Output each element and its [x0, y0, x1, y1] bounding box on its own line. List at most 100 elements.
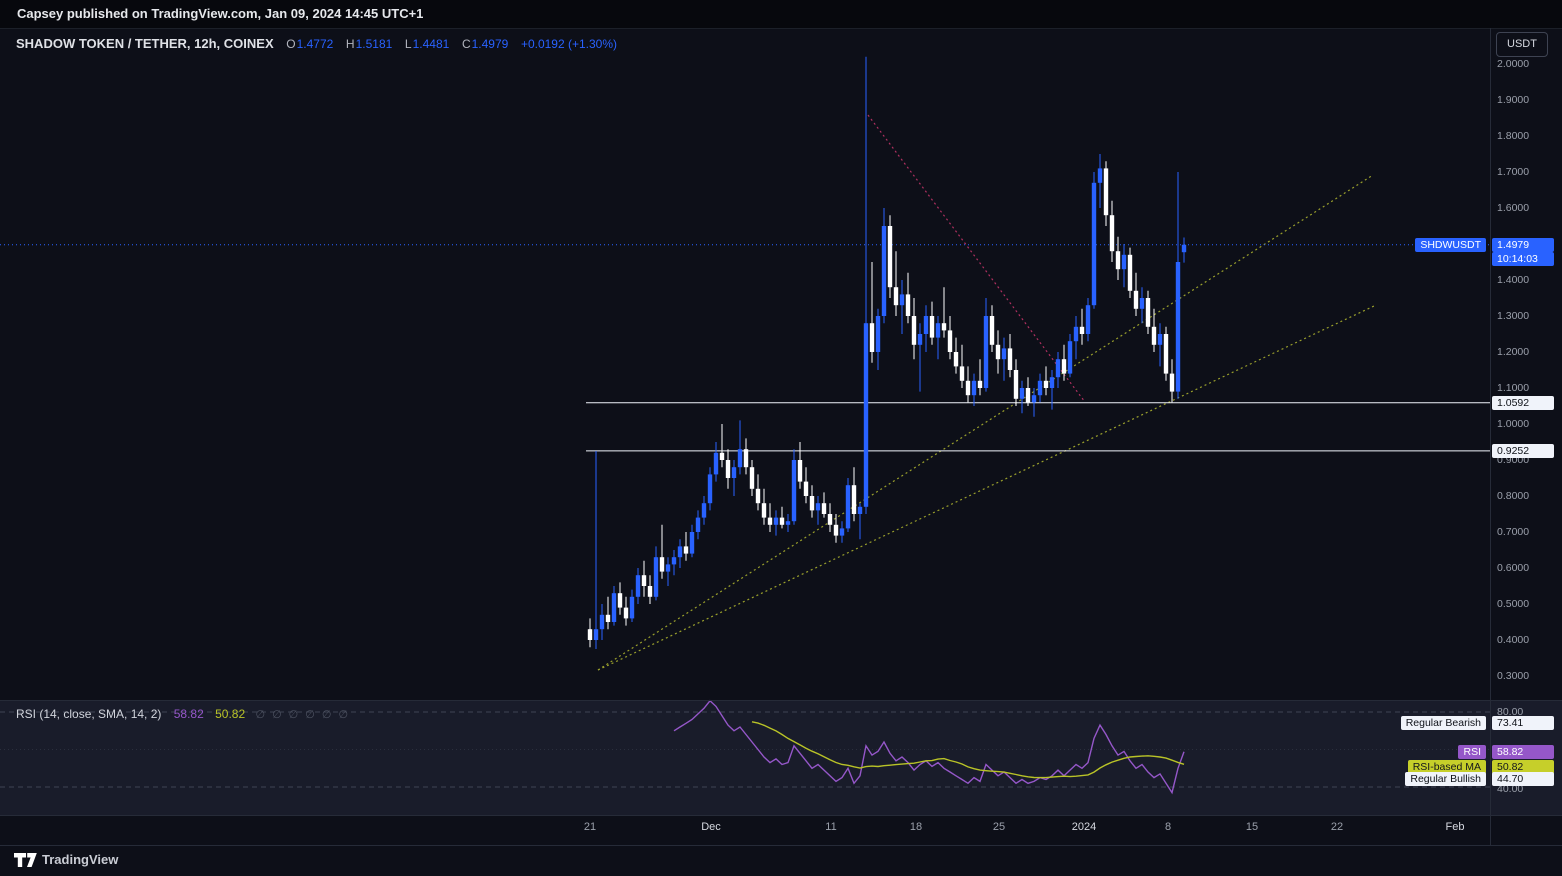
candle-body: [629, 596, 635, 619]
candle-body: [1001, 348, 1007, 360]
price-tick: 0.6000: [1497, 562, 1530, 574]
price-tick: 1.3000: [1497, 310, 1530, 322]
candle-body: [815, 503, 821, 511]
candle-body: [971, 380, 977, 396]
candle-body: [977, 380, 983, 388]
candle-body: [869, 323, 875, 352]
candle-body: [737, 449, 743, 468]
low-value: 1.4481: [412, 37, 450, 51]
time-tick: Feb: [1445, 821, 1465, 833]
candle-body: [785, 521, 791, 525]
candle-body: [1037, 380, 1043, 396]
candle-body: [1067, 341, 1073, 374]
candle-body: [677, 546, 683, 558]
candle-body: [875, 316, 881, 352]
candle-body: [863, 323, 869, 507]
candle-body: [1181, 244, 1187, 253]
time-tick: 22: [1330, 821, 1344, 833]
rsi-legend: RSI (14, close, SMA, 14, 2) 58.82 50.82 …: [16, 707, 348, 721]
rsi-ma-line: [751, 721, 1185, 779]
candle-body: [1157, 334, 1163, 345]
candle-body: [647, 586, 653, 597]
candle-body: [701, 503, 707, 518]
rsi-title: RSI (14, close, SMA, 14, 2): [16, 707, 162, 721]
candle-body: [623, 607, 629, 619]
open-value: 1.4772: [296, 37, 334, 51]
candle-body: [743, 449, 749, 468]
candle-body: [1115, 251, 1121, 270]
candle-body: [995, 344, 1001, 360]
candle-body: [617, 593, 623, 608]
descending-trendline[interactable]: [867, 114, 1086, 403]
candle-body: [1139, 298, 1145, 309]
price-tick: 0.3000: [1497, 670, 1530, 682]
hidden-plot-icon[interactable]: ∅: [288, 709, 299, 721]
price-tick: 0.7000: [1497, 526, 1530, 538]
candle-body: [1175, 262, 1181, 392]
time-tick: 2024: [1071, 821, 1097, 833]
candle-body: [905, 294, 911, 316]
rsi-current-value: 58.82: [173, 707, 204, 721]
candle-body: [851, 485, 857, 514]
candle-body: [797, 460, 803, 482]
pane-divider[interactable]: [0, 700, 1562, 701]
rsi-based-ma-label: RSI-based MA: [1407, 760, 1486, 774]
regular-bearish-label: Regular Bearish: [1400, 716, 1486, 730]
candle-body: [659, 557, 665, 572]
publish-bar: Capsey published on TradingView.com, Jan…: [0, 0, 1562, 28]
candle-body: [1061, 359, 1067, 374]
hidden-plot-icon[interactable]: ∅: [255, 709, 266, 721]
hidden-plot-icon[interactable]: ∅: [338, 709, 349, 721]
candle-body: [725, 460, 731, 478]
currency-toggle-button[interactable]: USDT: [1496, 32, 1548, 57]
ascending-trendline-steep[interactable]: [597, 174, 1374, 671]
candle-body: [821, 503, 827, 514]
candle-body: [1121, 254, 1127, 270]
candle-body: [695, 517, 701, 532]
rsi-ma-value-tag: 50.82: [1492, 760, 1554, 774]
candle-body: [929, 316, 935, 338]
candle-body: [803, 481, 809, 496]
high-label: H: [345, 37, 355, 51]
close-value: 1.4979: [471, 37, 509, 51]
candle-body: [635, 575, 641, 597]
rsi-axis-80: 80.00: [1497, 706, 1524, 718]
price-tick: 1.7000: [1497, 166, 1530, 178]
bar-countdown-tag: 10:14:03: [1492, 252, 1554, 266]
tradingview-brand-text[interactable]: TradingView: [42, 852, 119, 867]
hidden-plot-icon[interactable]: ∅: [321, 709, 332, 721]
candle-body: [839, 528, 845, 536]
candle-body: [857, 506, 863, 514]
candle-body: [1013, 370, 1019, 399]
candle-body: [1019, 388, 1025, 399]
price-tick: 2.0000: [1497, 58, 1530, 70]
candle-body: [689, 532, 695, 554]
candle-body: [731, 467, 737, 478]
level-price-tag[interactable]: 0.9252: [1492, 444, 1554, 458]
publish-text: Capsey published on TradingView.com, Jan…: [17, 6, 424, 21]
rsi-ma-current-value: 50.82: [215, 707, 246, 721]
hidden-plot-icon[interactable]: ∅: [272, 709, 282, 721]
price-axis[interactable]: USDT 2.0000 1.9000 1.8000 1.7000 1.6000 1.400…: [1490, 0, 1562, 845]
regular-bearish-value-tag: 73.41: [1492, 716, 1554, 730]
candle-body: [1043, 380, 1049, 388]
time-tick: 8: [1164, 821, 1172, 833]
candle-body: [755, 488, 761, 504]
rsi-axis-40: 40.00: [1497, 783, 1524, 795]
candle-body: [713, 452, 719, 475]
time-axis[interactable]: 21 Dec 11 18 25 2024 8 15 22 Feb: [0, 815, 1490, 845]
time-tick: 25: [992, 821, 1006, 833]
level-price-tag[interactable]: 1.0592: [1492, 396, 1554, 410]
candle-body: [1103, 168, 1109, 216]
candle-body: [935, 323, 941, 338]
tradingview-logo-icon[interactable]: [14, 853, 38, 868]
regular-bullish-label: Regular Bullish: [1405, 772, 1486, 786]
price-tick: 0.8000: [1497, 490, 1530, 502]
time-tick: 11: [825, 821, 837, 833]
symbol-legend: SHADOW TOKEN / TETHER, 12h, COINEX O1.47…: [16, 36, 617, 51]
hidden-plot-icon[interactable]: ∅: [305, 709, 315, 721]
regular-bullish-value-tag: 44.70: [1492, 772, 1554, 786]
hidden-plot-icons: ∅ ∅ ∅ ∅ ∅ ∅: [248, 707, 348, 721]
candle-body: [1127, 254, 1133, 291]
